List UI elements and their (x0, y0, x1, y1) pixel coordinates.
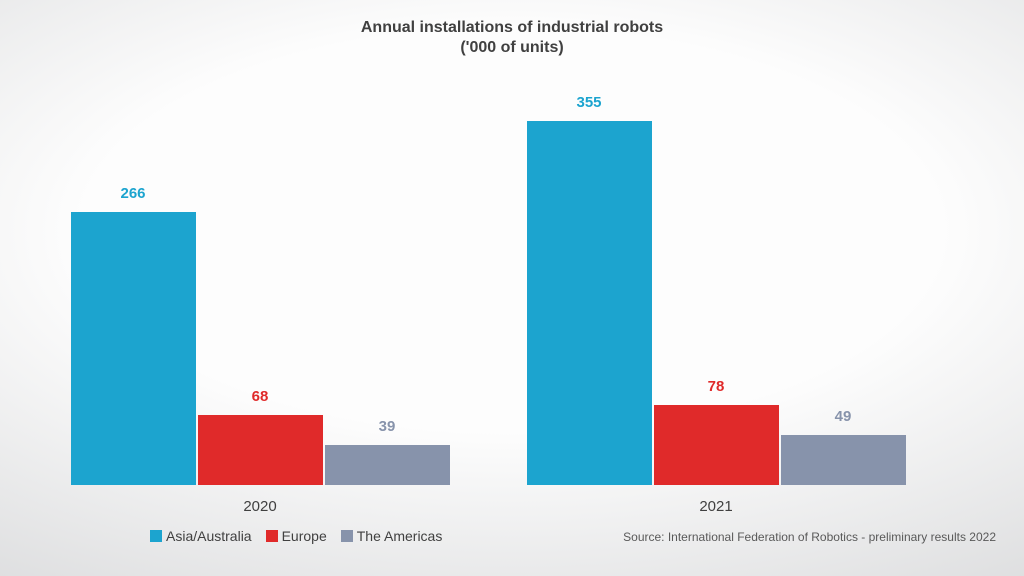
bar (781, 435, 906, 485)
legend-label: Europe (282, 528, 327, 544)
x-axis-label: 2021 (686, 498, 746, 515)
bar (325, 445, 450, 485)
chart-stage: Annual installations of industrial robot… (0, 0, 1024, 576)
legend-item: Europe (266, 528, 327, 544)
chart-title-line1: Annual installations of industrial robot… (0, 18, 1024, 38)
chart-title: Annual installations of industrial robot… (0, 18, 1024, 58)
x-axis-label: 2020 (230, 498, 290, 515)
legend-label: The Americas (357, 528, 443, 544)
plot-area: 266 6839 355 7849 (70, 95, 960, 485)
bar (654, 405, 779, 485)
legend-label: Asia/Australia (166, 528, 252, 544)
bar-value-label: 355 (527, 94, 652, 111)
footer-row: Asia/Australia Europe The Americas Source:… (0, 528, 1024, 558)
bar (527, 121, 652, 485)
legend-swatch-icon (150, 530, 162, 542)
bar-value-label: 39 (325, 418, 450, 435)
bar (71, 212, 196, 485)
legend-item: The Americas (341, 528, 443, 544)
legend-swatch-icon (341, 530, 353, 542)
bar-value-label: 49 (781, 408, 906, 425)
bar-group: 355 7849 (527, 95, 906, 485)
bar-group: 266 6839 (71, 95, 450, 485)
chart-title-line2: ('000 of units) (0, 38, 1024, 58)
bar-value-label: 68 (198, 388, 323, 405)
bar-value-label: 266 (71, 185, 196, 202)
bar (198, 415, 323, 485)
legend-swatch-icon (266, 530, 278, 542)
legend-item: Asia/Australia (150, 528, 252, 544)
source-text: Source: International Federation of Robo… (623, 530, 996, 544)
legend: Asia/Australia Europe The Americas (150, 528, 442, 544)
bar-value-label: 78 (654, 378, 779, 395)
